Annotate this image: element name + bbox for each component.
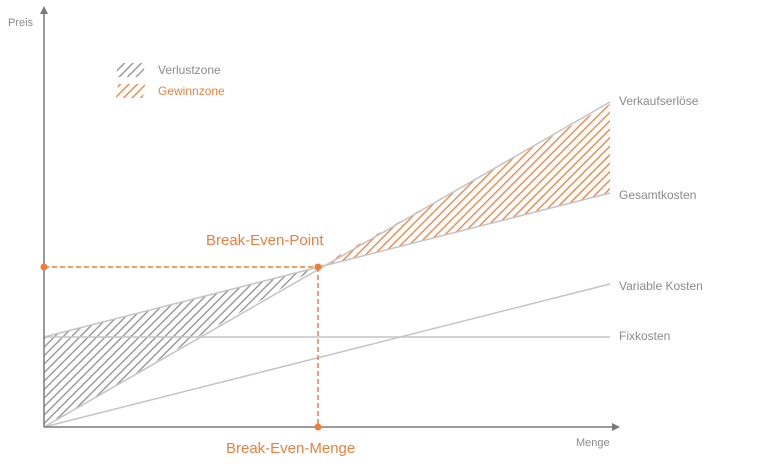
- legend-profit-label: Gewinnzone: [158, 84, 225, 98]
- legend-profit-swatch: [116, 84, 145, 98]
- variable-cost-line: [43, 283, 611, 428]
- break-even-point-dot: [314, 263, 322, 271]
- x-axis-arrow: [612, 423, 620, 431]
- break-even-quantity-dot: [314, 423, 322, 431]
- break-even-quantity-label: Break-Even-Menge: [226, 440, 355, 457]
- variable-cost-label: Variable Kosten: [619, 279, 703, 293]
- revenue-line: [43, 101, 611, 428]
- x-axis-label: Menge: [576, 437, 610, 449]
- legend: Verlustzone Gewinnzone: [116, 63, 225, 98]
- revenue-label: Verkaufserlöse: [619, 94, 699, 108]
- legend-loss-label: Verlustzone: [158, 63, 221, 77]
- y-axis-arrow: [40, 6, 48, 14]
- total-cost-label: Gesamtkosten: [619, 188, 696, 202]
- break-even-point-label: Break-Even-Point: [206, 232, 324, 249]
- legend-loss-swatch: [116, 63, 145, 77]
- fixed-cost-label: Fixkosten: [619, 329, 670, 343]
- break-even-price-dot: [40, 263, 48, 271]
- y-axis-label: Preis: [8, 17, 34, 29]
